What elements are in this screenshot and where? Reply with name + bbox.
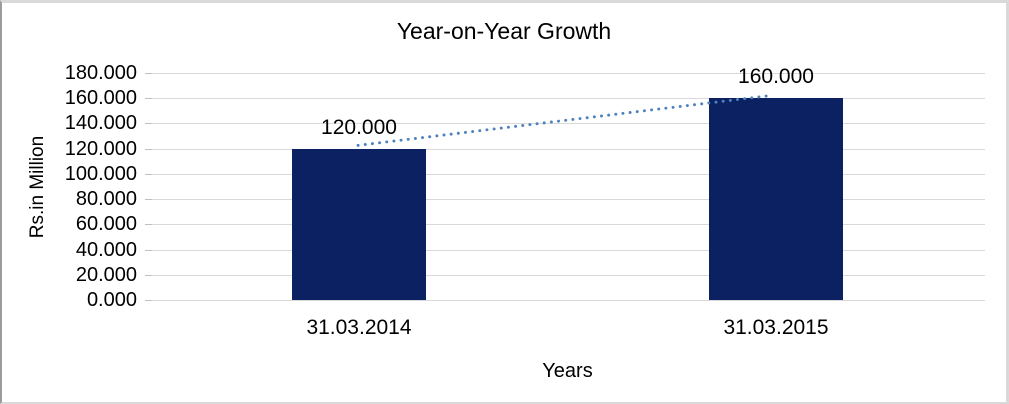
x-axis-category-label: 31.03.2015 xyxy=(723,316,829,339)
bar-data-label: 160.000 xyxy=(738,65,814,88)
bar-data-label: 120.000 xyxy=(321,116,397,139)
x-axis-title: Years xyxy=(542,360,593,382)
y-axis-tick-label: 60.000 xyxy=(75,213,137,235)
y-axis-tick-label: 160.000 xyxy=(64,87,137,109)
y-axis-tick-label: 140.000 xyxy=(64,112,137,134)
y-axis-tick-label: 0.000 xyxy=(86,289,137,311)
y-axis-tick-label: 120.000 xyxy=(64,138,137,160)
y-axis-tick-label: 40.000 xyxy=(75,239,137,261)
chart-title: Year-on-Year Growth xyxy=(396,18,612,44)
y-axis-tick-label: 180.000 xyxy=(64,62,137,84)
bars-layer xyxy=(2,3,1006,402)
y-axis-tick-label: 100.000 xyxy=(64,163,137,185)
y-axis-tick-label: 20.000 xyxy=(75,264,137,286)
bar xyxy=(292,149,426,300)
labels-layer: 180.000 160.000 140.000 120.000 100.000 80.00… xyxy=(2,3,1006,402)
y-axis-tick-label: 80.000 xyxy=(75,188,137,210)
x-axis-category-label: 31.03.2014 xyxy=(306,316,412,339)
